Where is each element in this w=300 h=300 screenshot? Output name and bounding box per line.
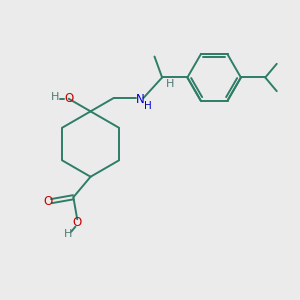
Text: H: H: [64, 229, 73, 239]
Text: O: O: [73, 216, 82, 229]
Text: H: H: [144, 101, 152, 111]
Text: O: O: [64, 92, 73, 105]
Text: H: H: [166, 79, 175, 89]
Text: H: H: [51, 92, 59, 102]
Text: N: N: [136, 93, 145, 106]
Text: O: O: [43, 195, 52, 208]
